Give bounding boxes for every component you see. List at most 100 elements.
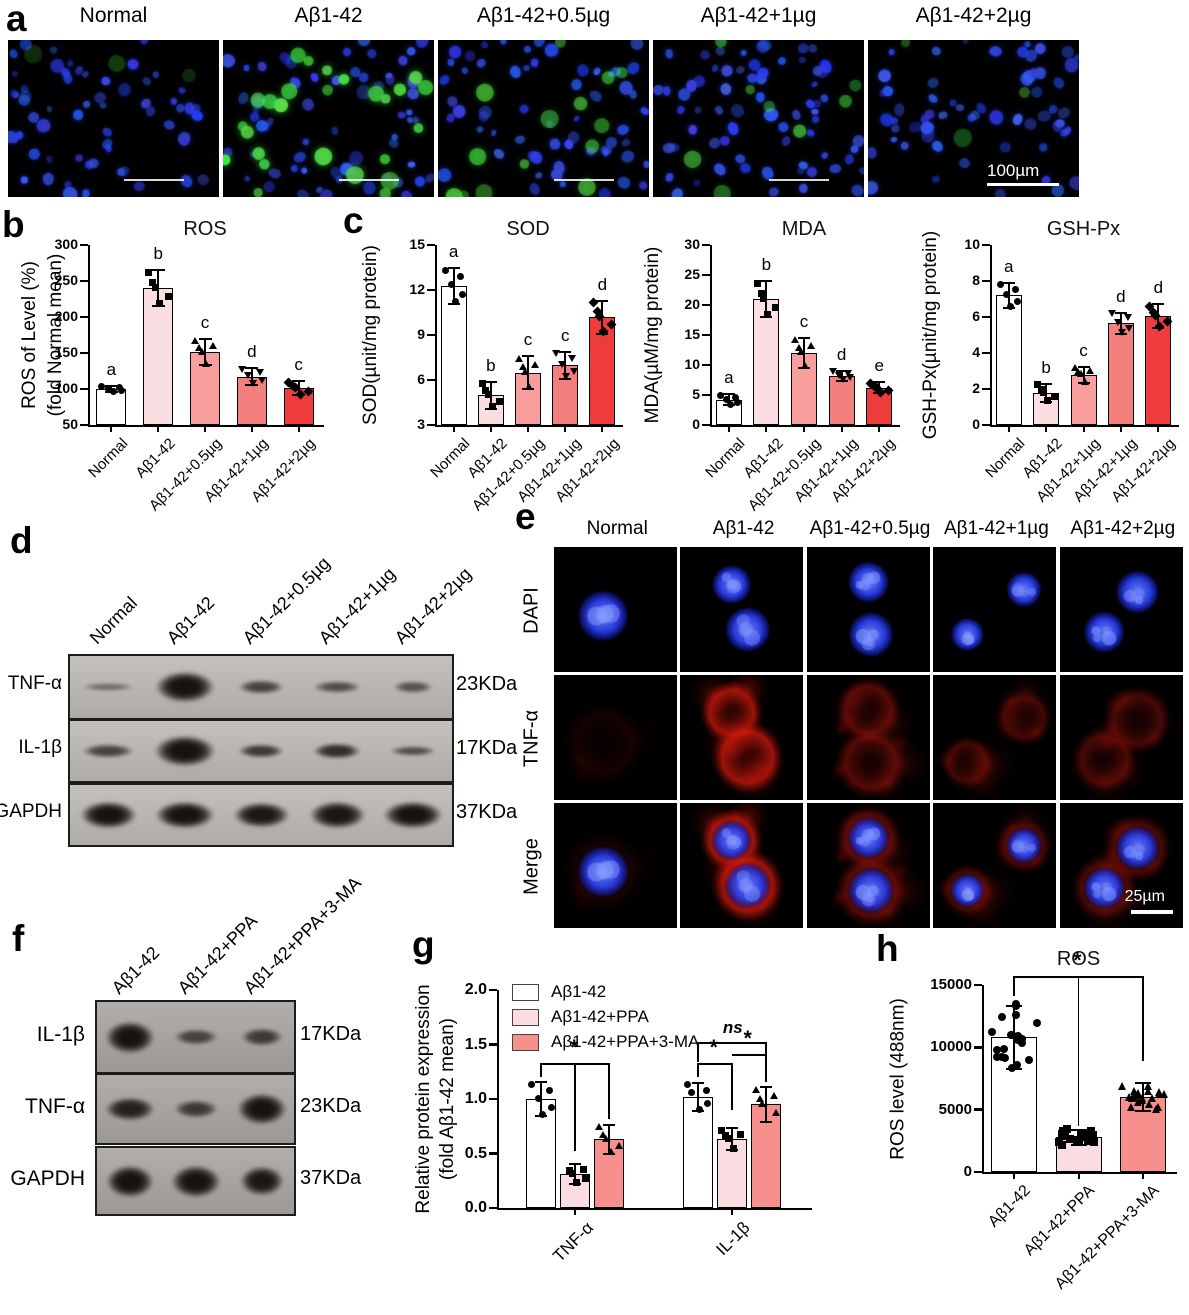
x-tick-mark — [204, 425, 206, 432]
if-image-cell: 25µm — [1059, 803, 1183, 928]
blot-row-label: IL-1β — [18, 737, 62, 758]
data-point-square — [1058, 1131, 1067, 1140]
data-point-circle — [1007, 1031, 1015, 1040]
if-image-cell — [554, 547, 677, 672]
data-point-square — [718, 1126, 726, 1134]
data-point-tri-down — [562, 372, 571, 380]
chart-title: GSH-Px — [1046, 218, 1121, 240]
significance-bracket-leg — [696, 1042, 699, 1062]
if-image-cell — [806, 803, 930, 928]
error-bar-cap — [835, 370, 848, 372]
data-point-tri-up — [1124, 1092, 1133, 1101]
blot-strip — [68, 719, 454, 783]
chart-b-ros: ROS ROS of Level (%) (fold Normal mean) 50 1… — [0, 210, 338, 520]
tnf-image — [806, 675, 930, 800]
error-bar-cap — [1040, 382, 1053, 385]
if-image-cell — [680, 547, 804, 672]
significance-bracket-leg — [730, 1063, 733, 1110]
lane-label: Aβ1-42 — [107, 942, 164, 998]
significance-bracket-leg — [540, 1063, 543, 1078]
data-point-tri-up — [521, 367, 530, 375]
data-point-tri-down — [237, 365, 246, 373]
lane-label: Aβ1-42+PPA+3-MA — [239, 872, 366, 998]
y-axis-label: (fold Normal mean) — [45, 253, 66, 417]
data-point-square — [1087, 1126, 1096, 1135]
fluorescence-image: 100µm — [868, 40, 1079, 197]
data-point-tri-down — [558, 360, 567, 368]
data-point-circle — [987, 1027, 996, 1036]
data-point-tri-up — [1076, 370, 1085, 378]
y-tick-mark — [80, 387, 88, 391]
error-bar-cap — [1077, 365, 1090, 368]
data-point-tri-down — [1117, 328, 1126, 336]
y-tick-mark — [80, 423, 88, 427]
data-point-tri-up — [1147, 1094, 1156, 1103]
error-bar-cap — [569, 1163, 582, 1166]
x-tick-mark — [1119, 425, 1122, 432]
molecular-weight-label: 23KDa — [300, 1095, 362, 1117]
data-point-circle — [993, 1053, 1002, 1062]
data-point-tri-up — [751, 1085, 760, 1093]
chart-title: ROS — [183, 218, 227, 240]
significance-bracket-leg — [696, 1063, 699, 1078]
protein-band — [312, 680, 362, 694]
molecular-weight-label: 23KDa — [456, 673, 518, 695]
x-category-label: Normal — [85, 435, 132, 482]
dapi-image — [1059, 547, 1183, 672]
data-point-tri-up — [771, 1108, 780, 1116]
x-tick-mark — [1157, 425, 1160, 432]
lane-label: Aβ1-42+1µg — [314, 563, 400, 648]
x-category-label: Normal — [702, 435, 749, 482]
protein-band — [173, 1099, 219, 1119]
y-tick-label: 2 — [972, 380, 980, 396]
merge-image — [1059, 803, 1183, 928]
error-bar-cap — [798, 337, 810, 339]
data-point-square — [482, 387, 490, 394]
panel-e-column-label: Normal — [586, 518, 648, 539]
blot-strip — [95, 1073, 296, 1145]
data-point-square — [565, 1167, 573, 1175]
y-tick-label: 0 — [692, 416, 700, 432]
error-bar-cap — [1134, 1082, 1151, 1085]
protein-band — [238, 679, 284, 695]
dapi-image — [933, 547, 1057, 672]
protein-band — [240, 1028, 284, 1046]
tnf-image — [554, 675, 677, 800]
x-tick-mark — [1045, 425, 1048, 432]
significance-star: * — [743, 1027, 752, 1051]
protein-band — [239, 1165, 285, 1197]
panel-a-letter: a — [6, 0, 27, 39]
y-tick-mark — [427, 288, 435, 292]
y-axis-label: ROS of Level (%) — [19, 261, 40, 409]
error-bar — [696, 1082, 699, 1111]
error-bar-cap — [447, 266, 460, 269]
protein-band — [383, 800, 443, 830]
if-image-cell — [554, 803, 677, 928]
data-point-tri-up — [202, 359, 211, 367]
chart-title: ROS — [1056, 948, 1101, 970]
x-tick-mark — [730, 1208, 733, 1215]
data-point-tri-up — [758, 1099, 767, 1107]
blot-row-label: TNF-α — [7, 673, 62, 694]
if-image-cell — [806, 547, 930, 672]
data-point-tri-up — [806, 342, 815, 350]
data-point-square — [581, 1175, 589, 1183]
data-point-tri-up — [791, 336, 800, 344]
significance-bracket — [697, 1063, 732, 1065]
x-category-label: Aβ1-42 — [985, 1182, 1035, 1231]
fluorescence-image — [8, 40, 219, 197]
error-bar-cap — [596, 299, 609, 302]
data-point-circle — [999, 1044, 1008, 1053]
y-tick-label: 50 — [62, 416, 78, 432]
data-point-circle — [732, 393, 740, 401]
legend-swatch — [512, 1034, 539, 1051]
y-tick-label: 0 — [972, 416, 980, 432]
y-axis-label: GSH-Px(µnit/mg protein) — [920, 230, 941, 440]
significance-letter: c — [523, 330, 533, 349]
legend-swatch — [512, 984, 539, 1001]
panel-a-column-label: Aβ1-42+0.5µg — [476, 4, 611, 27]
error-bar-cap — [198, 338, 212, 341]
protein-band — [390, 745, 436, 757]
significance-letter: d — [247, 342, 257, 362]
